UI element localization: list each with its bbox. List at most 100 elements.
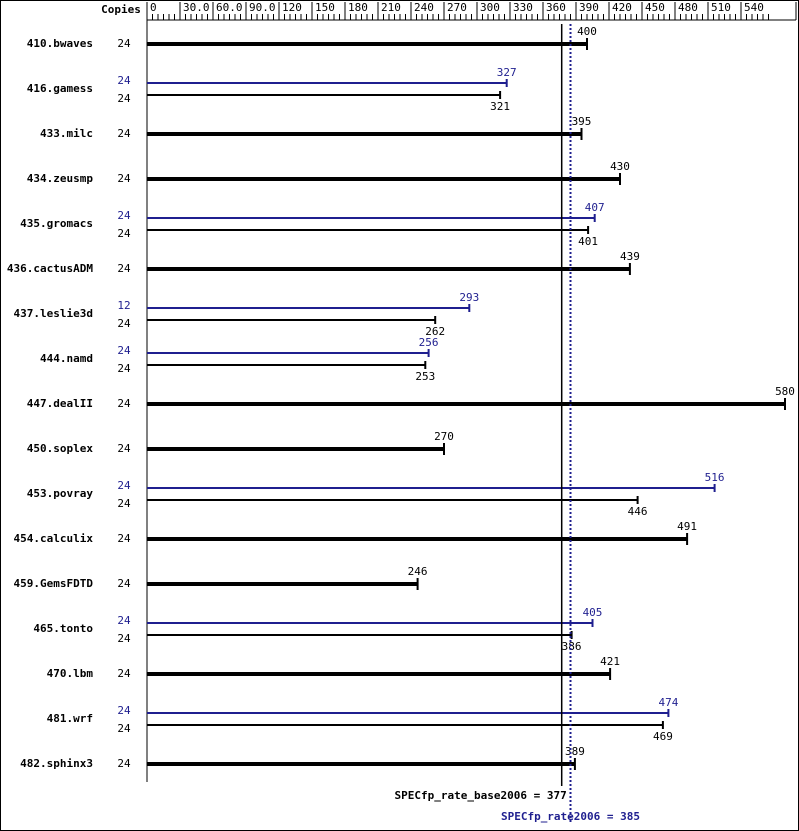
x-tick-label: 450 xyxy=(645,1,665,14)
bar xyxy=(147,622,593,624)
x-tick-label: 120 xyxy=(282,1,302,14)
x-tick-label: 0 xyxy=(150,1,157,14)
value-label: 407 xyxy=(585,201,605,214)
x-tick-label: 330 xyxy=(513,1,533,14)
bar xyxy=(147,94,501,96)
copies-label: 24 xyxy=(117,667,131,680)
bar xyxy=(147,217,595,219)
copies-label: 24 xyxy=(117,172,131,185)
bar xyxy=(147,402,785,406)
copies-label: 24 xyxy=(117,632,131,645)
x-tick-label: 30.0 xyxy=(183,1,210,14)
bar xyxy=(147,582,418,586)
benchmark-name: 444.namd xyxy=(40,352,93,365)
copies-header: Copies xyxy=(101,3,141,16)
value-label: 262 xyxy=(425,325,445,338)
copies-label: 24 xyxy=(117,74,131,87)
value-label: 321 xyxy=(490,100,510,113)
x-tick-label: 90.0 xyxy=(249,1,276,14)
copies-label: 12 xyxy=(117,299,130,312)
benchmark-name: 433.milc xyxy=(40,127,93,140)
x-tick-label: 420 xyxy=(612,1,632,14)
x-tick-label: 360 xyxy=(546,1,566,14)
benchmark-name: 437.leslie3d xyxy=(14,307,93,320)
x-tick-label: 150 xyxy=(315,1,335,14)
value-label: 430 xyxy=(610,160,630,173)
copies-label: 24 xyxy=(117,127,131,140)
copies-label: 24 xyxy=(117,362,131,375)
benchmark-name: 459.GemsFDTD xyxy=(14,577,94,590)
x-tick-label: 300 xyxy=(480,1,500,14)
bar xyxy=(147,364,426,366)
copies-label: 24 xyxy=(117,614,131,627)
value-label: 439 xyxy=(620,250,640,263)
benchmark-name: 465.tonto xyxy=(33,622,93,635)
bar xyxy=(147,499,638,501)
benchmark-name: 453.povray xyxy=(27,487,94,500)
benchmark-name: 470.lbm xyxy=(47,667,94,680)
x-tick-label: 540 xyxy=(744,1,764,14)
copies-label: 24 xyxy=(117,577,131,590)
value-label: 516 xyxy=(705,471,725,484)
bar xyxy=(147,267,630,271)
value-label: 253 xyxy=(415,370,435,383)
value-label: 421 xyxy=(600,655,620,668)
x-tick-label: 240 xyxy=(414,1,434,14)
bar xyxy=(147,132,582,136)
copies-label: 24 xyxy=(117,497,131,510)
value-label: 395 xyxy=(572,115,592,128)
bar xyxy=(147,307,470,309)
value-label: 401 xyxy=(578,235,598,248)
value-label: 400 xyxy=(577,25,597,38)
benchmark-name: 434.zeusmp xyxy=(27,172,94,185)
copies-label: 24 xyxy=(117,479,131,492)
value-label: 491 xyxy=(677,520,697,533)
benchmark-name: 435.gromacs xyxy=(20,217,93,230)
bar xyxy=(147,487,715,489)
bar xyxy=(147,177,620,181)
copies-label: 24 xyxy=(117,227,131,240)
bar xyxy=(147,712,669,714)
benchmark-name: 481.wrf xyxy=(47,712,93,725)
bar xyxy=(147,634,572,636)
copies-label: 24 xyxy=(117,317,131,330)
x-tick-label: 270 xyxy=(447,1,467,14)
x-tick-label: 390 xyxy=(579,1,599,14)
bar xyxy=(147,762,575,766)
reference-label: SPECfp_rate2006 = 385 xyxy=(501,810,640,823)
copies-label: 24 xyxy=(117,704,131,717)
copies-label: 24 xyxy=(117,262,131,275)
value-label: 293 xyxy=(459,291,479,304)
bar xyxy=(147,447,444,451)
bar xyxy=(147,319,436,321)
copies-label: 24 xyxy=(117,442,131,455)
value-label: 246 xyxy=(408,565,428,578)
bar xyxy=(147,672,611,676)
value-label: 389 xyxy=(565,745,585,758)
benchmark-name: 447.dealII xyxy=(27,397,93,410)
value-label: 270 xyxy=(434,430,454,443)
x-tick-label: 510 xyxy=(711,1,731,14)
benchmark-name: 416.gamess xyxy=(27,82,93,95)
copies-label: 24 xyxy=(117,397,131,410)
bar xyxy=(147,82,507,84)
value-label: 474 xyxy=(658,696,678,709)
benchmark-name: 450.soplex xyxy=(27,442,94,455)
x-tick-label: 210 xyxy=(381,1,401,14)
x-tick-label: 60.0 xyxy=(216,1,243,14)
copies-label: 24 xyxy=(117,757,131,770)
x-tick-label: 180 xyxy=(348,1,368,14)
bar xyxy=(147,724,663,726)
value-label: 386 xyxy=(562,640,582,653)
benchmark-name: 436.cactusADM xyxy=(7,262,93,275)
value-label: 256 xyxy=(419,336,439,349)
value-label: 580 xyxy=(775,385,795,398)
copies-label: 24 xyxy=(117,37,131,50)
benchmark-name: 454.calculix xyxy=(14,532,94,545)
value-label: 327 xyxy=(497,66,517,79)
value-label: 469 xyxy=(653,730,673,743)
copies-label: 24 xyxy=(117,344,131,357)
copies-label: 24 xyxy=(117,532,131,545)
copies-label: 24 xyxy=(117,209,131,222)
